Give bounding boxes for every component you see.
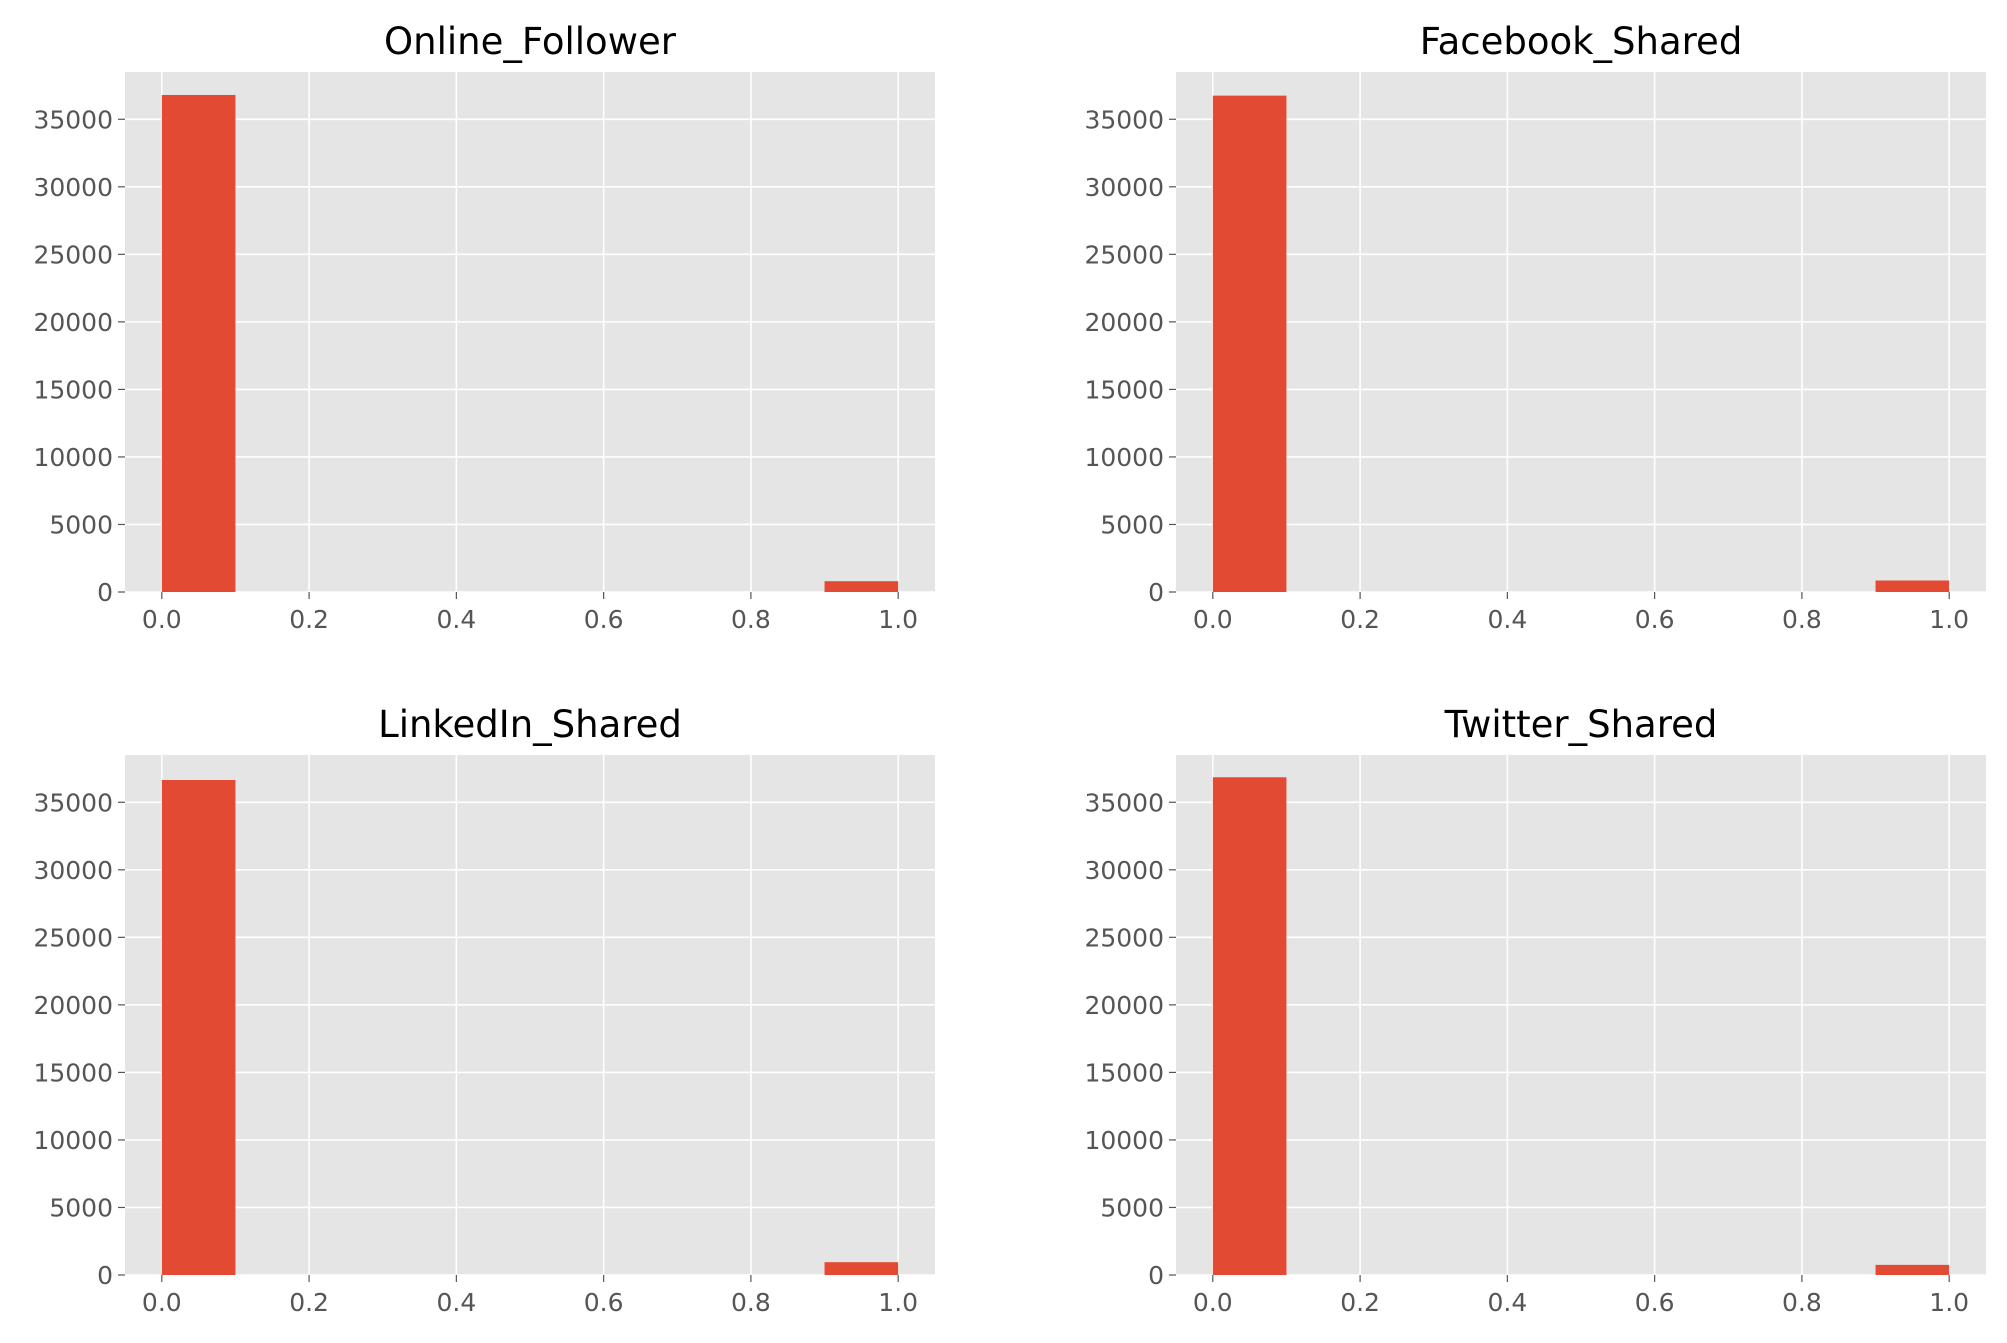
histogram-bar — [1212, 777, 1287, 1275]
y-tick-label: 25000 — [33, 923, 113, 952]
y-tick-label: 0 — [1148, 578, 1164, 607]
x-tick-label: 0.0 — [1193, 605, 1233, 634]
y-tick-label: 25000 — [1084, 923, 1164, 952]
y-tick-label: 20000 — [33, 991, 113, 1020]
y-axis: 0 5000 10000 15000 20000 25000 30000 35000 — [33, 788, 125, 1290]
y-tick-label: 15000 — [1084, 1058, 1164, 1087]
y-tick-label: 35000 — [33, 788, 113, 817]
y-tick-label: 25000 — [33, 240, 113, 269]
x-axis: 0.0 0.2 0.4 0.6 0.8 1.0 — [142, 592, 918, 634]
x-tick-label: 0.8 — [1782, 1288, 1822, 1317]
panel-title: Online_Follower — [384, 20, 677, 63]
x-tick-label: 0.8 — [731, 1288, 771, 1317]
x-tick-label: 0.2 — [289, 1288, 329, 1317]
x-axis: 0.0 0.2 0.4 0.6 0.8 1.0 — [1193, 592, 1969, 634]
x-tick-label: 0.4 — [436, 605, 476, 634]
y-tick-label: 10000 — [33, 443, 113, 472]
y-tick-label: 5000 — [49, 510, 113, 539]
grid — [1176, 755, 1986, 1276]
y-tick-label: 5000 — [1100, 1193, 1164, 1222]
panel-twitter-shared: 0.0 0.2 0.4 0.6 0.8 1.0 0 5000 10000 15000 20000 25… — [1084, 703, 1986, 1317]
bars — [161, 779, 899, 1275]
y-tick-label: 30000 — [1084, 173, 1164, 202]
y-tick-label: 35000 — [33, 105, 113, 134]
grid — [125, 755, 935, 1276]
y-tick-label: 30000 — [33, 856, 113, 885]
x-tick-label: 0.8 — [731, 605, 771, 634]
y-axis: 0 5000 10000 15000 20000 25000 30000 35000 — [1084, 788, 1176, 1290]
x-tick-label: 0.0 — [142, 1288, 182, 1317]
x-tick-label: 1.0 — [1929, 1288, 1969, 1317]
histogram-bar — [161, 779, 236, 1275]
x-tick-label: 0.4 — [436, 1288, 476, 1317]
grid — [1176, 72, 1986, 593]
y-tick-label: 20000 — [1084, 991, 1164, 1020]
x-tick-label: 0.2 — [1340, 605, 1380, 634]
y-tick-label: 0 — [1148, 1261, 1164, 1290]
histogram-bar — [161, 94, 236, 593]
x-tick-label: 1.0 — [878, 605, 918, 634]
histogram-bar — [1875, 580, 1950, 592]
y-axis: 0 5000 10000 15000 20000 25000 30000 35000 — [1084, 105, 1176, 607]
panel-title: Facebook_Shared — [1420, 20, 1743, 63]
y-tick-label: 10000 — [33, 1126, 113, 1155]
x-tick-label: 1.0 — [878, 1288, 918, 1317]
x-tick-label: 0.4 — [1487, 1288, 1527, 1317]
bars — [1212, 777, 1950, 1275]
panel-linkedin-shared: 0.0 0.2 0.4 0.6 0.8 1.0 0 5000 10000 15000 20000 25… — [33, 703, 935, 1317]
y-tick-label: 5000 — [49, 1193, 113, 1222]
x-axis: 0.0 0.2 0.4 0.6 0.8 1.0 — [142, 1275, 918, 1317]
histogram-bar — [1212, 95, 1287, 593]
y-tick-label: 20000 — [33, 308, 113, 337]
panel-online-follower: 0.0 0.2 0.4 0.6 0.8 1.0 0 5000 10000 15000 20000 25… — [33, 20, 935, 634]
x-tick-label: 0.0 — [142, 605, 182, 634]
x-tick-label: 0.2 — [1340, 1288, 1380, 1317]
y-tick-label: 5000 — [1100, 510, 1164, 539]
plot-area — [125, 755, 935, 1275]
y-tick-label: 35000 — [1084, 105, 1164, 134]
x-axis: 0.0 0.2 0.4 0.6 0.8 1.0 — [1193, 1275, 1969, 1317]
y-tick-label: 30000 — [33, 173, 113, 202]
plot-area — [1176, 72, 1986, 592]
x-tick-label: 1.0 — [1929, 605, 1969, 634]
y-tick-label: 25000 — [1084, 240, 1164, 269]
x-tick-label: 0.2 — [289, 605, 329, 634]
y-tick-label: 15000 — [1084, 375, 1164, 404]
bars — [161, 94, 899, 593]
y-axis: 0 5000 10000 15000 20000 25000 30000 35000 — [33, 105, 125, 607]
grid — [125, 72, 935, 593]
y-tick-label: 0 — [97, 1261, 113, 1290]
x-tick-label: 0.6 — [584, 1288, 624, 1317]
panel-facebook-shared: 0.0 0.2 0.4 0.6 0.8 1.0 0 5000 10000 15000 20000 25… — [1084, 20, 1986, 634]
y-tick-label: 10000 — [1084, 1126, 1164, 1155]
plot-area — [125, 72, 935, 592]
y-tick-label: 15000 — [33, 1058, 113, 1087]
x-tick-label: 0.4 — [1487, 605, 1527, 634]
y-tick-label: 15000 — [33, 375, 113, 404]
x-tick-label: 0.6 — [1635, 605, 1675, 634]
panel-title: Twitter_Shared — [1444, 703, 1718, 746]
x-tick-label: 0.0 — [1193, 1288, 1233, 1317]
histogram-bar — [824, 1262, 899, 1275]
x-tick-label: 0.8 — [1782, 605, 1822, 634]
y-tick-label: 20000 — [1084, 308, 1164, 337]
panel-title: LinkedIn_Shared — [378, 703, 682, 746]
histogram-bar — [1875, 1264, 1950, 1275]
x-tick-label: 0.6 — [584, 605, 624, 634]
plot-area — [1176, 755, 1986, 1275]
x-tick-label: 0.6 — [1635, 1288, 1675, 1317]
y-tick-label: 35000 — [1084, 788, 1164, 817]
histogram-bar — [824, 581, 899, 592]
y-tick-label: 0 — [97, 578, 113, 607]
y-tick-label: 30000 — [1084, 856, 1164, 885]
y-tick-label: 10000 — [1084, 443, 1164, 472]
bars — [1212, 95, 1950, 593]
